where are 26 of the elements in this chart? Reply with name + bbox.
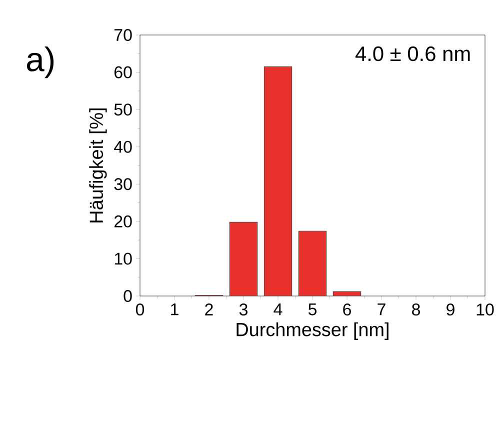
y-tick-label: 20 xyxy=(114,215,132,228)
bar xyxy=(229,222,258,296)
x-tick-label: 6 xyxy=(343,304,351,316)
y-tick-label: 60 xyxy=(114,66,132,78)
x-tick-label: 5 xyxy=(308,304,316,316)
chart-title: a) xyxy=(26,46,54,78)
x-tick-label: 9 xyxy=(446,304,454,316)
bar xyxy=(298,230,327,296)
y-tick-label: 10 xyxy=(114,252,132,265)
x-tick-label: 0 xyxy=(136,304,144,316)
y-tick-label: 70 xyxy=(114,29,132,41)
y-tick-label: 50 xyxy=(114,104,132,116)
y-tick-label: 30 xyxy=(114,178,132,190)
x-tick-label: 3 xyxy=(239,304,248,316)
x-axis-title: Durchmesser [nm] xyxy=(236,322,388,340)
x-tick-label: 10 xyxy=(476,304,494,316)
bar xyxy=(264,66,292,296)
x-tick-label: 1 xyxy=(171,304,178,316)
x-tick-label: 7 xyxy=(378,304,386,316)
y-axis-title: Häufigkeit [%] xyxy=(89,108,107,222)
x-tick-label: 8 xyxy=(412,304,420,316)
y-tick-label: 40 xyxy=(114,140,132,153)
annotation: 4.0 ± 0.6 nm xyxy=(355,46,470,62)
x-tick-label: 2 xyxy=(205,304,213,316)
y-tick-label: 0 xyxy=(124,290,132,302)
x-tick-label: 4 xyxy=(274,304,282,316)
